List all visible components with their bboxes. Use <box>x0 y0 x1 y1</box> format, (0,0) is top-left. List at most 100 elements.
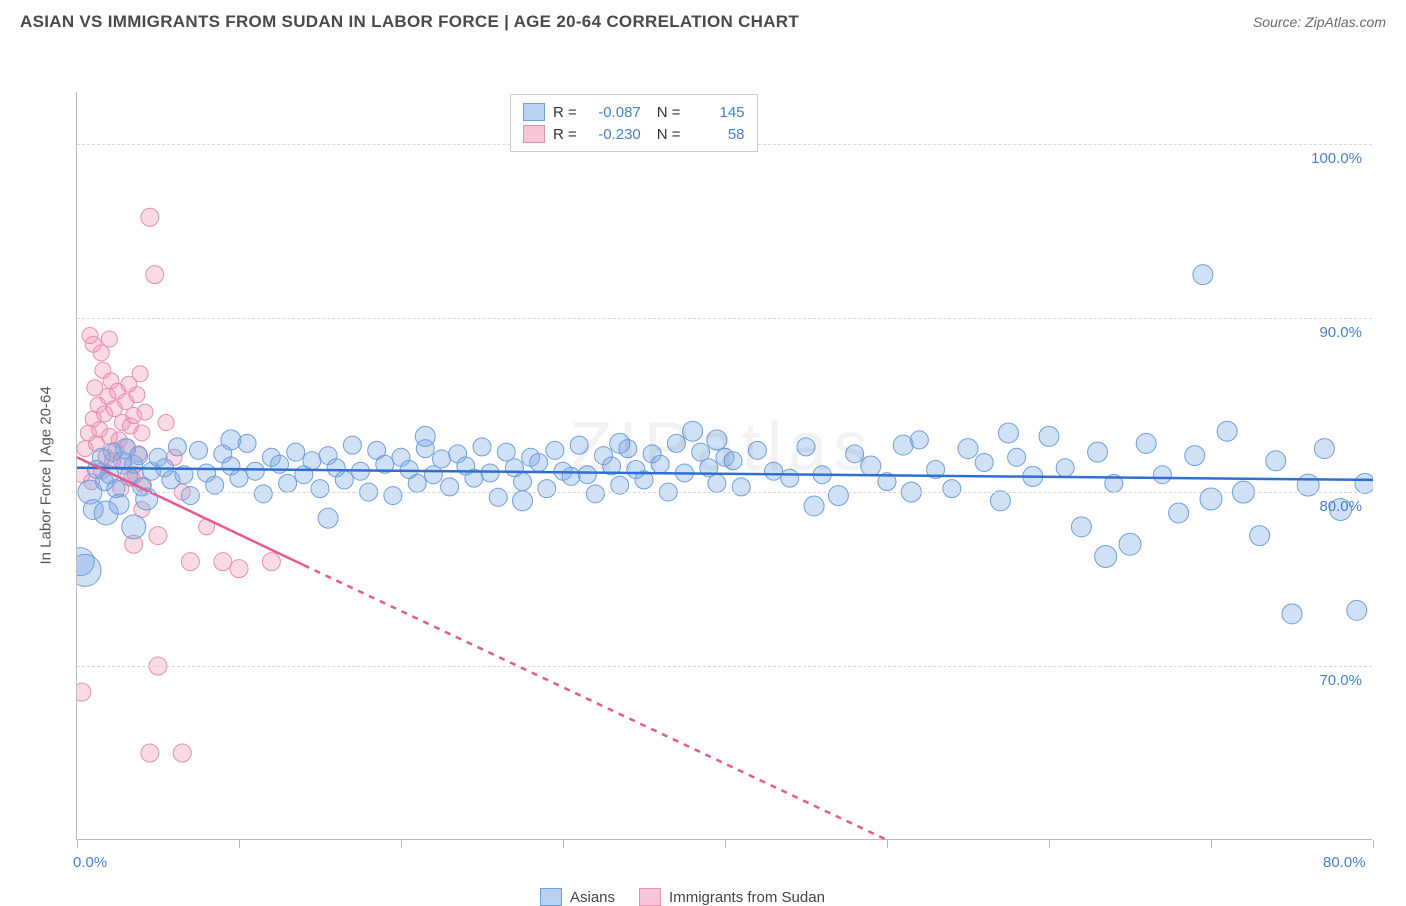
data-point <box>473 438 491 456</box>
stats-row-asians: R = -0.087 N = 145 <box>523 101 745 123</box>
data-point <box>1314 439 1334 459</box>
data-point <box>990 491 1010 511</box>
data-point <box>999 423 1019 443</box>
data-point <box>1056 459 1074 477</box>
bottom-legend: Asians Immigrants from Sudan <box>540 888 825 906</box>
stat-n-asians: 145 <box>689 104 745 121</box>
gridline <box>77 492 1372 493</box>
data-point <box>514 473 532 491</box>
data-point <box>570 436 588 454</box>
swatch-sudan <box>523 125 545 143</box>
ytick-label: 70.0% <box>1319 672 1362 689</box>
data-point <box>441 478 459 496</box>
data-point <box>415 426 435 446</box>
ytick-label: 80.0% <box>1319 498 1362 515</box>
data-point <box>489 488 507 506</box>
xtick-mark <box>77 840 78 848</box>
gridline <box>77 318 1372 319</box>
data-point <box>1071 517 1091 537</box>
xtick-mark <box>725 840 726 848</box>
data-point <box>82 328 98 344</box>
xtick-mark <box>563 840 564 848</box>
data-point <box>1169 503 1189 523</box>
data-point <box>141 208 159 226</box>
stats-row-sudan: R = -0.230 N = 58 <box>523 123 745 145</box>
stats-legend-box: R = -0.087 N = 145 R = -0.230 N = 58 <box>510 94 758 152</box>
ytick-label: 90.0% <box>1319 324 1362 341</box>
data-point <box>246 462 264 480</box>
data-point <box>221 430 241 450</box>
data-point <box>122 515 146 539</box>
data-point <box>586 485 604 503</box>
data-point <box>732 478 750 496</box>
data-point <box>1250 526 1270 546</box>
chart-title: ASIAN VS IMMIGRANTS FROM SUDAN IN LABOR … <box>20 12 799 32</box>
data-point <box>683 421 703 441</box>
data-point <box>181 553 199 571</box>
data-point <box>384 487 402 505</box>
trend-line <box>304 565 887 840</box>
scatter-svg <box>77 92 1373 840</box>
data-point <box>1088 442 1108 462</box>
data-point <box>311 480 329 498</box>
data-point <box>724 452 742 470</box>
data-point <box>433 450 451 468</box>
data-point <box>1153 466 1171 484</box>
legend-item-asians: Asians <box>540 888 615 906</box>
data-point <box>1185 446 1205 466</box>
stat-r-sudan: -0.230 <box>585 126 641 143</box>
xtick-label: 0.0% <box>73 854 107 871</box>
data-point <box>109 494 129 514</box>
data-point <box>781 469 799 487</box>
data-point <box>262 553 280 571</box>
data-point <box>101 331 117 347</box>
data-point <box>538 480 556 498</box>
stat-n-sudan: 58 <box>689 126 745 143</box>
xtick-mark <box>1049 840 1050 848</box>
data-point <box>230 560 248 578</box>
data-point <box>975 454 993 472</box>
data-point <box>513 491 533 511</box>
data-point <box>77 554 101 586</box>
xtick-label: 80.0% <box>1323 854 1366 871</box>
data-point <box>254 485 272 503</box>
data-point <box>318 508 338 528</box>
data-point <box>1193 265 1213 285</box>
source-attribution: Source: ZipAtlas.com <box>1253 14 1386 30</box>
data-point <box>530 454 548 472</box>
data-point <box>797 438 815 456</box>
data-point <box>129 387 145 403</box>
data-point <box>667 434 685 452</box>
trend-line <box>77 468 1373 480</box>
data-point <box>132 366 148 382</box>
stat-n-label: N = <box>657 126 681 143</box>
y-axis-label: In Labor Force | Age 20-64 <box>38 365 55 565</box>
data-point <box>149 527 167 545</box>
xtick-mark <box>887 840 888 848</box>
data-point <box>93 345 109 361</box>
data-point <box>481 464 499 482</box>
data-point <box>1008 448 1026 466</box>
stat-n-label: N = <box>657 104 681 121</box>
gridline <box>77 666 1372 667</box>
data-point <box>190 441 208 459</box>
data-point <box>546 441 564 459</box>
ytick-label: 100.0% <box>1311 150 1362 167</box>
data-point <box>497 443 515 461</box>
data-point <box>424 466 442 484</box>
data-point <box>1136 433 1156 453</box>
data-point <box>651 455 669 473</box>
data-point <box>1039 426 1059 446</box>
data-point <box>562 467 580 485</box>
data-point <box>748 441 766 459</box>
data-point <box>168 438 186 456</box>
data-point <box>77 683 91 701</box>
data-point <box>130 447 148 465</box>
data-point <box>173 744 191 762</box>
data-point <box>610 433 630 453</box>
data-point <box>708 474 726 492</box>
data-point <box>1217 421 1237 441</box>
data-point <box>287 443 305 461</box>
data-point <box>828 486 848 506</box>
data-point <box>408 474 426 492</box>
